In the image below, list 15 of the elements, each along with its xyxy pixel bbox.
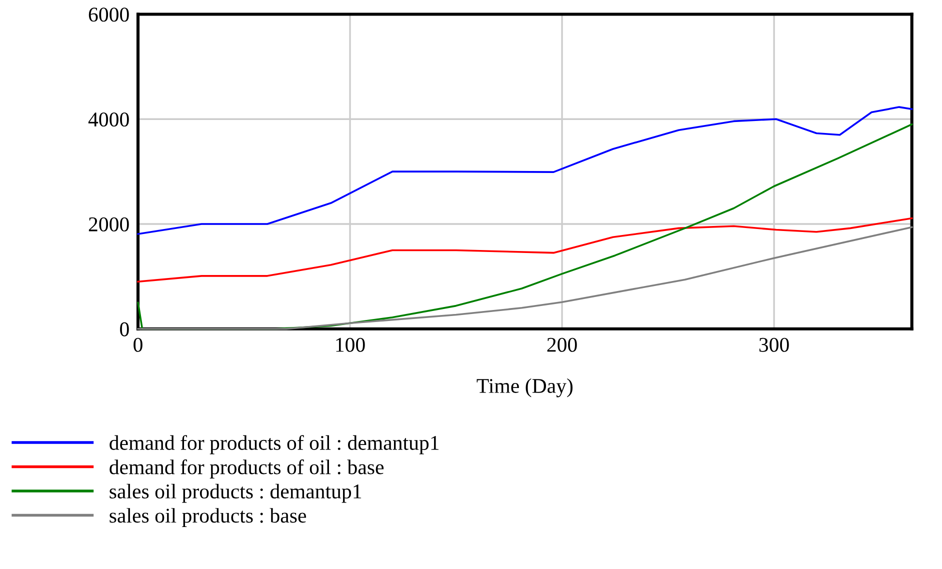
y-tick-label: 6000 bbox=[88, 8, 129, 22]
y-tick-label: 4000 bbox=[88, 112, 129, 127]
x-tick-label: 0 bbox=[134, 338, 142, 352]
x-tick-label: 300 bbox=[759, 338, 789, 352]
legend-label: sales oil products : base bbox=[110, 508, 306, 527]
x-tick-label: 200 bbox=[547, 338, 577, 352]
y-tick-label: 2000 bbox=[88, 217, 129, 232]
line-series bbox=[137, 217, 913, 283]
line-series bbox=[137, 106, 913, 235]
x-axis-title: Time (Day) bbox=[476, 378, 573, 398]
legend-label: sales oil products : demantup1 bbox=[110, 484, 362, 503]
legend-label: demand for products of oil : base bbox=[110, 459, 384, 478]
y-tick-label: 0 bbox=[120, 322, 129, 336]
x-tick-label: 100 bbox=[336, 338, 365, 352]
legend-label: demand for products of oil : demantup1 bbox=[110, 435, 439, 454]
